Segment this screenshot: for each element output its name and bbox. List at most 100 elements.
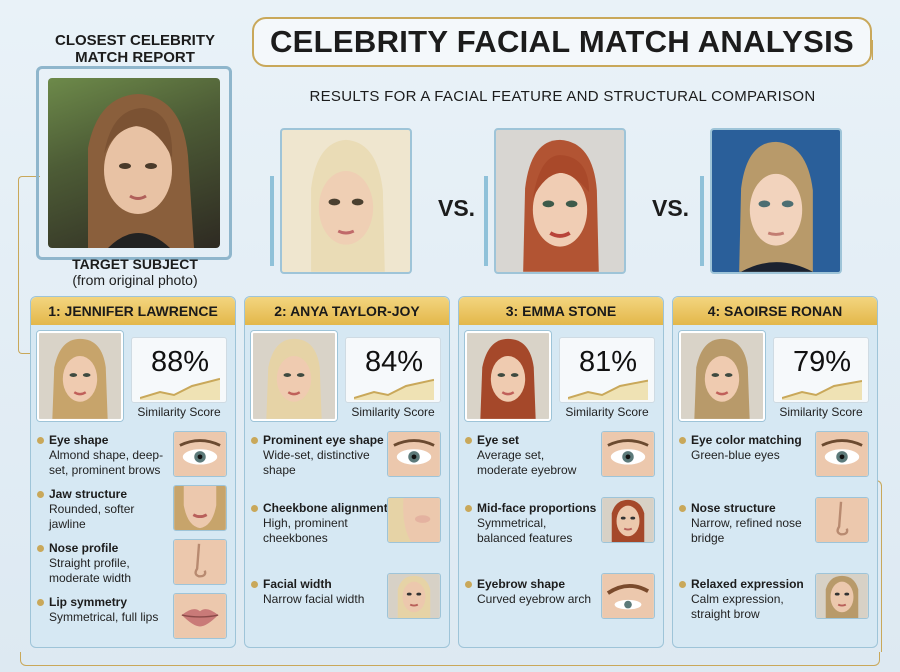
match-card-header: 4: SAOIRSE RONAN bbox=[673, 297, 877, 325]
target-caption: TARGET SUBJECT (from original photo) bbox=[40, 256, 230, 288]
match-photo bbox=[37, 331, 123, 421]
feature-description: Narrow, refined nose bridge bbox=[691, 516, 802, 545]
match-card-2: 2: ANYA TAYLOR-JOY 84% Similarity Score … bbox=[244, 296, 450, 648]
feature-title: Cheekbone alignment bbox=[263, 501, 388, 515]
match-card-header: 3: EMMA STONE bbox=[459, 297, 663, 325]
feature-description: Straight profile, moderate width bbox=[49, 556, 132, 585]
bullet-icon bbox=[251, 505, 258, 512]
bullet-icon bbox=[679, 437, 686, 444]
match-photo bbox=[251, 331, 337, 421]
score-box: 84% bbox=[345, 337, 441, 403]
similarity-score-value: 84% bbox=[364, 346, 424, 378]
eyebrow-icon bbox=[601, 573, 655, 619]
target-photo bbox=[48, 78, 220, 248]
bullet-icon bbox=[465, 581, 472, 588]
feature-description: Average set, moderate eyebrow bbox=[477, 448, 577, 477]
face-icon bbox=[601, 497, 655, 543]
comparison-face-1 bbox=[311, 139, 385, 272]
match-card-3: 3: EMMA STONE 81% Similarity Score Eye s… bbox=[458, 296, 664, 648]
eye-icon bbox=[387, 431, 441, 477]
feature-title: Nose profile bbox=[49, 541, 119, 555]
similarity-score-label: Similarity Score bbox=[137, 405, 221, 419]
target-caption-title: TARGET SUBJECT bbox=[72, 256, 198, 272]
feature-title: Eye set bbox=[477, 433, 520, 447]
nose-icon bbox=[173, 539, 227, 585]
feature-title: Lip symmetry bbox=[49, 595, 128, 609]
similarity-score-label: Similarity Score bbox=[351, 405, 435, 419]
score-trend-chart bbox=[354, 378, 434, 400]
bullet-icon bbox=[251, 581, 258, 588]
frame-line-right bbox=[872, 40, 873, 60]
face-icon bbox=[387, 573, 441, 619]
similarity-score-label: Similarity Score bbox=[779, 405, 863, 419]
comparison-photo-2 bbox=[494, 128, 626, 274]
score-trend-chart bbox=[568, 379, 648, 400]
target-caption-subtitle: (from original photo) bbox=[72, 272, 198, 288]
feature-description: Curved eyebrow arch bbox=[477, 592, 592, 606]
score-box: 79% bbox=[773, 337, 869, 403]
feature-description: Green-blue eyes bbox=[691, 448, 780, 462]
frame-line-bottom bbox=[20, 652, 880, 666]
feature-title: Eye color matching bbox=[691, 433, 802, 447]
frame-line-right-lower bbox=[874, 480, 882, 652]
feature-description: Symmetrical, balanced features bbox=[477, 516, 573, 545]
feature-title: Jaw structure bbox=[49, 487, 128, 501]
feature-description: Symmetrical, full lips bbox=[49, 610, 159, 624]
comparison-photo-1 bbox=[280, 128, 412, 274]
eye-icon bbox=[173, 431, 227, 477]
frame-line-left bbox=[18, 176, 40, 354]
similarity-score-value: 81% bbox=[578, 346, 638, 378]
feature-description: Wide-set, distinctive shape bbox=[263, 448, 370, 477]
accent-bar-2 bbox=[484, 176, 488, 266]
match-card-1: 1: JENNIFER LAWRENCE 88% Similarity Scor… bbox=[30, 296, 236, 648]
bullet-icon bbox=[465, 437, 472, 444]
bullet-icon bbox=[465, 505, 472, 512]
page-subtitle: RESULTS FOR A FACIAL FEATURE AND STRUCTU… bbox=[309, 88, 816, 105]
score-trend-chart bbox=[782, 380, 862, 400]
target-photo-frame bbox=[36, 66, 232, 260]
bullet-icon bbox=[37, 491, 44, 498]
feature-title: Facial width bbox=[263, 577, 332, 591]
comparison-face-2 bbox=[523, 139, 599, 272]
lips-icon bbox=[173, 593, 227, 639]
score-box: 88% bbox=[131, 337, 227, 403]
eye-icon bbox=[601, 431, 655, 477]
match-photo bbox=[679, 331, 765, 421]
match-photo bbox=[465, 331, 551, 421]
bullet-icon bbox=[251, 437, 258, 444]
feature-description: Narrow facial width bbox=[263, 592, 365, 606]
face-icon bbox=[815, 573, 869, 619]
target-face-illustration bbox=[88, 94, 194, 248]
score-box: 81% bbox=[559, 337, 655, 403]
comparison-photo-3 bbox=[710, 128, 842, 274]
bullet-icon bbox=[37, 545, 44, 552]
bullet-icon bbox=[679, 505, 686, 512]
jaw-icon bbox=[173, 485, 227, 531]
feature-description: Almond shape, deep-set, prominent brows bbox=[49, 448, 164, 477]
bullet-icon bbox=[679, 581, 686, 588]
accent-bar-1 bbox=[270, 176, 274, 266]
match-card-header: 1: JENNIFER LAWRENCE bbox=[31, 297, 235, 325]
feature-title: Mid-face proportions bbox=[477, 501, 597, 515]
page-title: CELEBRITY FACIAL MATCH ANALYSIS bbox=[252, 17, 872, 67]
vs-label-2: VS. bbox=[652, 195, 690, 221]
feature-title: Eye shape bbox=[49, 433, 109, 447]
comparison-face-3 bbox=[739, 141, 813, 272]
feature-title: Relaxed expression bbox=[691, 577, 804, 591]
vs-label-1: VS. bbox=[438, 195, 476, 221]
cheek-icon bbox=[387, 497, 441, 543]
score-trend-chart bbox=[140, 377, 220, 400]
feature-title: Eyebrow shape bbox=[477, 577, 566, 591]
feature-title: Prominent eye shape bbox=[263, 433, 384, 447]
similarity-score-label: Similarity Score bbox=[565, 405, 649, 419]
accent-bar-3 bbox=[700, 176, 704, 266]
bullet-icon bbox=[37, 437, 44, 444]
feature-description: High, prominent cheekbones bbox=[263, 516, 348, 545]
report-label: CLOSEST CELEBRITY MATCH REPORT bbox=[54, 32, 215, 66]
nose-icon bbox=[815, 497, 869, 543]
eye-icon bbox=[815, 431, 869, 477]
match-card-header: 2: ANYA TAYLOR-JOY bbox=[245, 297, 449, 325]
feature-description: Calm expression, straight brow bbox=[691, 592, 784, 621]
similarity-score-value: 79% bbox=[792, 346, 852, 378]
feature-description: Rounded, softer jawline bbox=[49, 502, 135, 531]
